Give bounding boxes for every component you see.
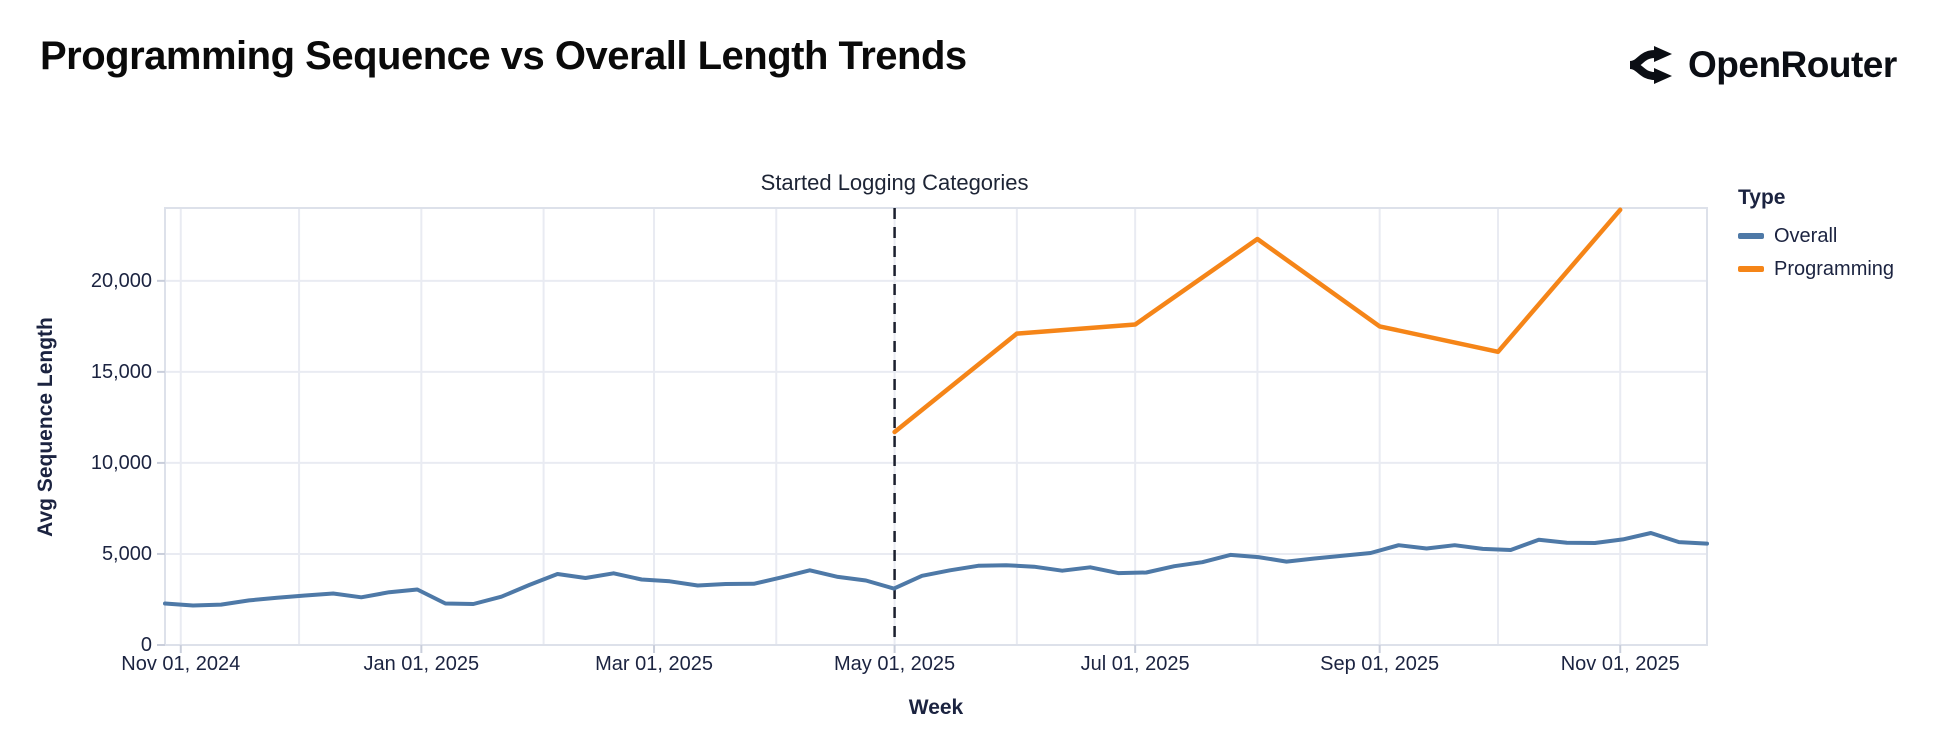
x-tick-label: Nov 01, 2025	[1560, 653, 1680, 675]
x-tick-label: Jan 01, 2025	[363, 653, 480, 675]
annotation-label: Started Logging Categories	[760, 170, 1029, 195]
legend-swatch	[1738, 266, 1764, 272]
series-line-overall	[163, 531, 1709, 608]
x-axis-title: Week	[908, 696, 964, 719]
x-tick-label: Jul 01, 2025	[1080, 653, 1190, 675]
openrouter-logo-icon	[1628, 44, 1674, 86]
legend-item-label: Programming	[1774, 258, 1895, 280]
legend-item-label: Overall	[1774, 225, 1838, 247]
legend-title: Type	[1738, 186, 1786, 209]
y-tick-label: 20,000	[90, 269, 152, 292]
y-tick-label: 5,000	[101, 542, 152, 565]
y-axis-title: Avg Sequence Length	[34, 317, 57, 537]
legend-item-overall: Overall	[1738, 224, 1894, 248]
openrouter-logo-text: OpenRouter	[1688, 44, 1897, 85]
x-tick-label: Mar 01, 2025	[595, 653, 713, 675]
y-tick-label: 10,000	[90, 451, 152, 474]
x-tick-label: May 01, 2025	[833, 653, 956, 675]
legend-item-programming: Programming	[1738, 257, 1894, 281]
y-tick-label: 0	[140, 634, 152, 656]
x-tick-label: Nov 01, 2024	[121, 653, 241, 675]
legend-swatch	[1738, 233, 1764, 239]
y-tick-label: 15,000	[90, 360, 152, 383]
openrouter-logo: OpenRouter	[1628, 44, 1897, 86]
legend: Type Overall Programming	[1738, 186, 1894, 290]
plot-border	[164, 207, 1708, 646]
series-line-programming	[892, 207, 1623, 435]
x-tick-label: Sep 01, 2025	[1320, 653, 1440, 675]
page-title: Programming Sequence vs Overall Length T…	[40, 34, 967, 78]
